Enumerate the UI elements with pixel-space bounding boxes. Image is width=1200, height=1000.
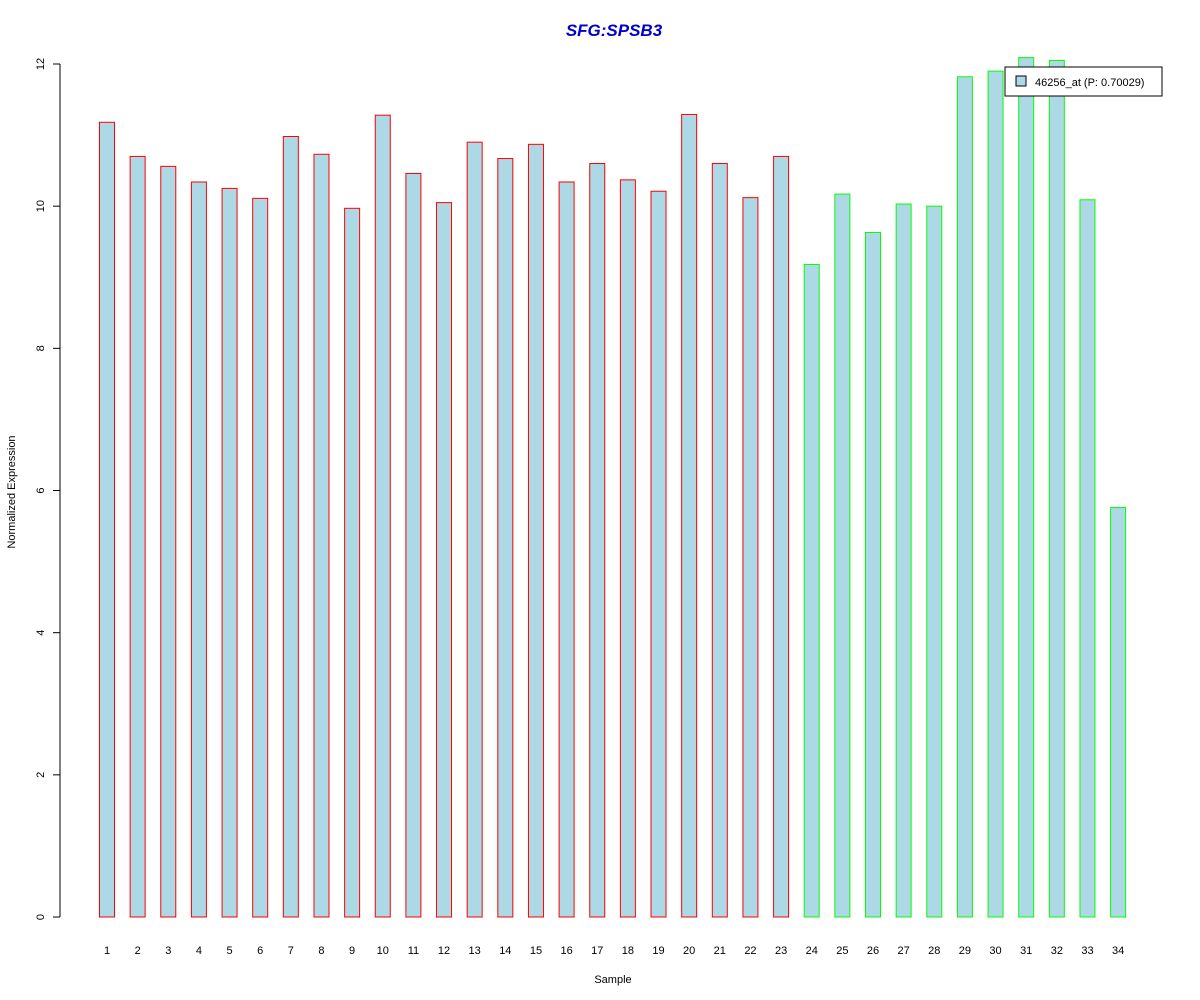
legend: 46256_at (P: 0.70029) <box>1004 66 1163 97</box>
x-tick-label: 32 <box>1051 945 1063 957</box>
x-tick-label: 4 <box>196 945 202 957</box>
bar-sample-2 <box>129 155 146 918</box>
x-tick-label: 7 <box>288 945 294 957</box>
x-tick-label: 12 <box>438 945 450 957</box>
x-tick-labels: 1 2 3 4 5 6 7 8 9 10 11 12 13 14 15 16 17 18 19 20 21 22 23 24 2… <box>104 945 1124 957</box>
bar-sample-29 <box>956 76 973 918</box>
x-tick-label: 24 <box>806 945 818 957</box>
x-tick-label: 6 <box>257 945 263 957</box>
x-tick-label: 26 <box>867 945 879 957</box>
x-tick-label: 21 <box>714 945 726 957</box>
x-tick-label: 13 <box>469 945 481 957</box>
x-tick-label: 15 <box>530 945 542 957</box>
x-tick-label: 2 <box>135 945 141 957</box>
bar-sample-19 <box>650 190 667 918</box>
bar-sample-31 <box>1018 57 1035 918</box>
y-axis-label: Normalized Expression <box>6 435 18 548</box>
bar-sample-21 <box>711 163 728 918</box>
bar-sample-32 <box>1048 59 1065 918</box>
x-tick-label: 33 <box>1081 945 1093 957</box>
legend-entry-label: 46256_at (P: 0.70029) <box>1035 77 1144 89</box>
y-tick-label: 6 <box>35 487 47 493</box>
bar-sample-5 <box>221 187 238 918</box>
y-tick-label: 0 <box>35 914 47 920</box>
y-tick-label: 10 <box>35 200 47 212</box>
x-tick-label: 28 <box>928 945 940 957</box>
x-tick-label: 20 <box>683 945 695 957</box>
x-tick-label: 17 <box>591 945 603 957</box>
x-tick-label: 19 <box>652 945 664 957</box>
x-tick-label: 11 <box>408 945 419 957</box>
bar-sample-22 <box>742 197 759 918</box>
bar-sample-14 <box>497 158 514 918</box>
legend-swatch <box>1015 75 1027 87</box>
legend-box <box>1004 66 1163 97</box>
bar-sample-23 <box>773 155 790 918</box>
bar-sample-27 <box>895 203 912 918</box>
y-tick-label: 2 <box>35 772 47 778</box>
bar-sample-4 <box>190 181 207 918</box>
bar-sample-28 <box>926 205 943 918</box>
x-tick-label: 14 <box>499 945 511 957</box>
x-tick-label: 23 <box>775 945 787 957</box>
x-tick-label: 1 <box>104 945 110 957</box>
x-tick-label: 27 <box>898 945 910 957</box>
x-tick-label: 10 <box>377 945 389 957</box>
bar-sample-33 <box>1079 199 1096 918</box>
bar-sample-34 <box>1110 507 1127 918</box>
bar-sample-1 <box>99 121 115 918</box>
y-tick-label: 8 <box>35 345 47 351</box>
chart-title: SFG:SPSB3 <box>566 21 663 40</box>
bar-sample-8 <box>313 153 330 918</box>
x-tick-label: 9 <box>349 945 355 957</box>
bar-sample-17 <box>589 163 606 918</box>
x-tick-label: 18 <box>622 945 634 957</box>
x-tick-label: 30 <box>989 945 1001 957</box>
bars <box>99 57 1127 918</box>
y-tick-label: 4 <box>35 630 47 636</box>
x-axis-label: Sample <box>594 974 631 986</box>
bar-sample-20 <box>681 113 698 918</box>
bar-sample-11 <box>405 172 422 918</box>
bar-sample-9 <box>344 207 361 918</box>
bar-sample-6 <box>252 197 269 918</box>
bar-sample-13 <box>466 141 483 918</box>
bar-sample-24 <box>803 263 820 918</box>
x-tick-label: 16 <box>560 945 572 957</box>
bar-sample-16 <box>558 181 575 918</box>
bar-sample-7 <box>282 136 299 918</box>
bar-sample-18 <box>619 179 636 918</box>
x-tick-label: 8 <box>318 945 324 957</box>
x-tick-label: 29 <box>959 945 971 957</box>
x-tick-label: 5 <box>226 945 232 957</box>
bar-sample-3 <box>160 165 177 918</box>
x-tick-label: 25 <box>836 945 848 957</box>
bar-sample-12 <box>436 202 453 918</box>
bar-sample-25 <box>834 193 851 918</box>
bar-sample-10 <box>374 114 391 918</box>
y-axis: 0 2 4 6 8 10 12 <box>35 58 61 920</box>
bar-sample-26 <box>865 231 881 918</box>
bar-sample-15 <box>527 143 544 918</box>
x-tick-label: 3 <box>165 945 171 957</box>
x-tick-label: 31 <box>1020 945 1032 957</box>
x-tick-label: 34 <box>1112 945 1124 957</box>
y-tick-label: 12 <box>35 58 47 70</box>
bar-sample-30 <box>987 70 1004 918</box>
x-tick-label: 22 <box>744 945 756 957</box>
